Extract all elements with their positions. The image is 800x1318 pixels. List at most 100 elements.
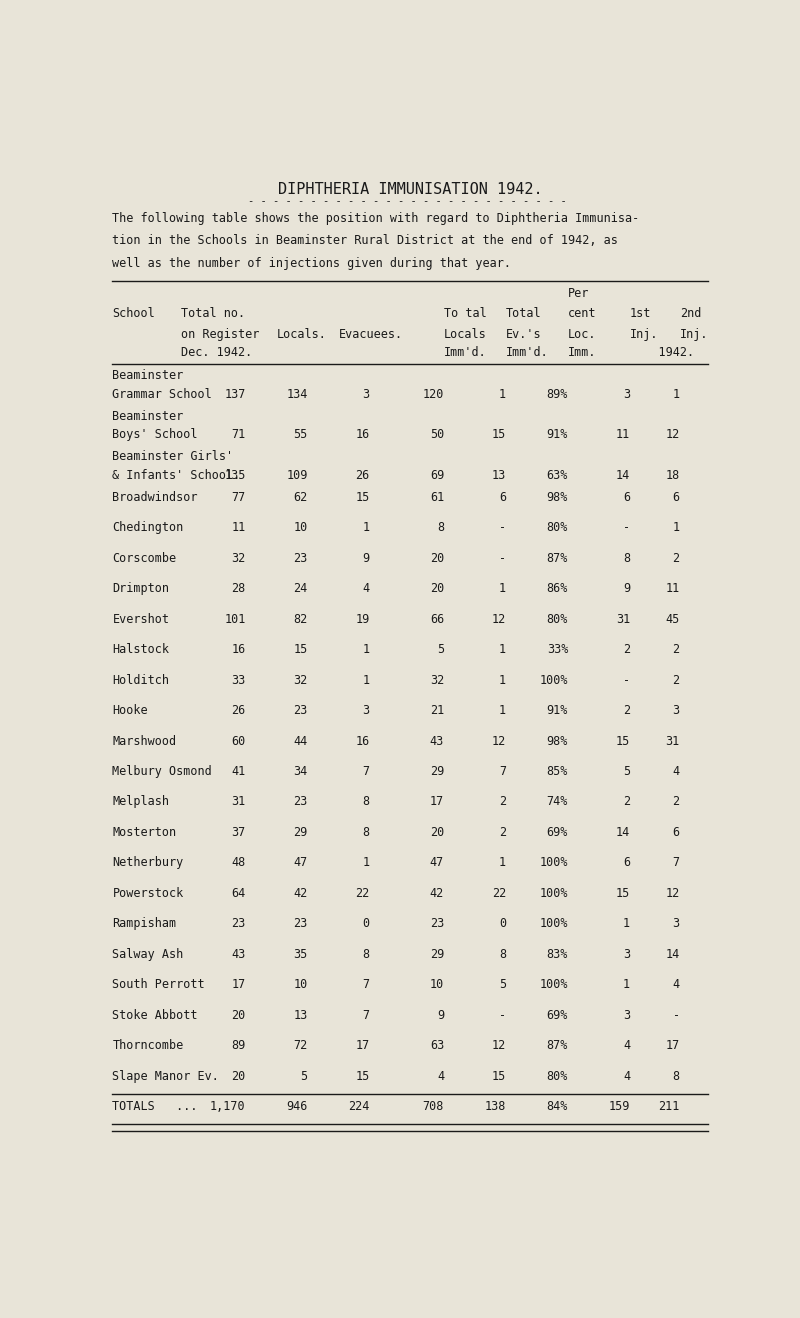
Text: -: - <box>499 522 506 535</box>
Text: 16: 16 <box>355 428 370 442</box>
Text: 15: 15 <box>355 1069 370 1082</box>
Text: 47: 47 <box>294 857 308 870</box>
Text: 2: 2 <box>499 826 506 840</box>
Text: 8: 8 <box>362 826 370 840</box>
Text: 14: 14 <box>616 469 630 481</box>
Text: 2: 2 <box>673 643 680 656</box>
Text: 32: 32 <box>231 552 246 565</box>
Text: 4: 4 <box>437 1069 444 1082</box>
Text: 2: 2 <box>623 704 630 717</box>
Text: 14: 14 <box>616 826 630 840</box>
Text: -: - <box>673 1008 680 1021</box>
Text: 47: 47 <box>430 857 444 870</box>
Text: 64: 64 <box>231 887 246 900</box>
Text: 33%: 33% <box>546 643 568 656</box>
Text: 7: 7 <box>673 857 680 870</box>
Text: 17: 17 <box>666 1039 680 1052</box>
Text: 10: 10 <box>294 978 308 991</box>
Text: 7: 7 <box>362 764 370 778</box>
Text: 80%: 80% <box>546 1069 568 1082</box>
Text: 85%: 85% <box>546 764 568 778</box>
Text: 22: 22 <box>355 887 370 900</box>
Text: 69%: 69% <box>546 826 568 840</box>
Text: 43: 43 <box>231 948 246 961</box>
Text: 98%: 98% <box>546 492 568 503</box>
Text: 13: 13 <box>294 1008 308 1021</box>
Text: 1: 1 <box>499 583 506 596</box>
Text: 6: 6 <box>623 492 630 503</box>
Text: 1: 1 <box>499 387 506 401</box>
Text: Thorncombe: Thorncombe <box>112 1039 184 1052</box>
Text: 23: 23 <box>294 917 308 931</box>
Text: 8: 8 <box>623 552 630 565</box>
Text: 109: 109 <box>286 469 308 481</box>
Text: well as the number of injections given during that year.: well as the number of injections given d… <box>112 257 511 270</box>
Text: 60: 60 <box>231 734 246 747</box>
Text: 23: 23 <box>294 704 308 717</box>
Text: DIPHTHERIA IMMUNISATION 1942.: DIPHTHERIA IMMUNISATION 1942. <box>278 182 542 196</box>
Text: 1: 1 <box>499 857 506 870</box>
Text: 1: 1 <box>623 917 630 931</box>
Text: 63: 63 <box>430 1039 444 1052</box>
Text: Grammar School: Grammar School <box>112 387 212 401</box>
Text: 1: 1 <box>499 673 506 687</box>
Text: Corscombe: Corscombe <box>112 552 177 565</box>
Text: 4: 4 <box>623 1069 630 1082</box>
Text: 1: 1 <box>499 643 506 656</box>
Text: 15: 15 <box>616 887 630 900</box>
Text: 80%: 80% <box>546 613 568 626</box>
Text: 15: 15 <box>492 1069 506 1082</box>
Text: 4: 4 <box>673 764 680 778</box>
Text: Per: Per <box>568 287 590 301</box>
Text: 6: 6 <box>673 492 680 503</box>
Text: 89: 89 <box>231 1039 246 1052</box>
Text: The following table shows the position with regard to Diphtheria Immunisa-: The following table shows the position w… <box>112 212 640 225</box>
Text: tion in the Schools in Beaminster Rural District at the end of 1942, as: tion in the Schools in Beaminster Rural … <box>112 235 618 248</box>
Text: Imm.: Imm. <box>568 345 597 358</box>
Text: 44: 44 <box>294 734 308 747</box>
Text: 100%: 100% <box>539 673 568 687</box>
Text: 69: 69 <box>430 469 444 481</box>
Text: 1: 1 <box>623 978 630 991</box>
Text: Melplash: Melplash <box>112 796 170 808</box>
Text: 6: 6 <box>499 492 506 503</box>
Text: 87%: 87% <box>546 1039 568 1052</box>
Text: 16: 16 <box>355 734 370 747</box>
Text: 0: 0 <box>362 917 370 931</box>
Text: 8: 8 <box>673 1069 680 1082</box>
Text: To tal: To tal <box>444 307 487 320</box>
Text: Total no.: Total no. <box>181 307 245 320</box>
Text: 100%: 100% <box>539 857 568 870</box>
Text: 62: 62 <box>294 492 308 503</box>
Text: 23: 23 <box>430 917 444 931</box>
Text: 29: 29 <box>430 764 444 778</box>
Text: 9: 9 <box>362 552 370 565</box>
Text: 26: 26 <box>355 469 370 481</box>
Text: Rampisham: Rampisham <box>112 917 177 931</box>
Text: 31: 31 <box>231 796 246 808</box>
Text: Holditch: Holditch <box>112 673 170 687</box>
Text: 1st: 1st <box>630 307 651 320</box>
Text: 4: 4 <box>673 978 680 991</box>
Text: & Infants' School.: & Infants' School. <box>112 469 241 481</box>
Text: 7: 7 <box>499 764 506 778</box>
Text: 3: 3 <box>623 948 630 961</box>
Text: 3: 3 <box>673 704 680 717</box>
Text: 42: 42 <box>294 887 308 900</box>
Text: 7: 7 <box>362 978 370 991</box>
Text: 87%: 87% <box>546 552 568 565</box>
Text: 41: 41 <box>231 764 246 778</box>
Text: 32: 32 <box>430 673 444 687</box>
Text: 708: 708 <box>422 1101 444 1112</box>
Text: 23: 23 <box>294 796 308 808</box>
Text: 5: 5 <box>623 764 630 778</box>
Text: 86%: 86% <box>546 583 568 596</box>
Text: Beaminster: Beaminster <box>112 410 184 423</box>
Text: 15: 15 <box>355 492 370 503</box>
Text: 63%: 63% <box>546 469 568 481</box>
Text: 6: 6 <box>673 826 680 840</box>
Text: 48: 48 <box>231 857 246 870</box>
Text: 138: 138 <box>485 1101 506 1112</box>
Text: TOTALS   ...: TOTALS ... <box>112 1101 198 1112</box>
Text: 1: 1 <box>362 673 370 687</box>
